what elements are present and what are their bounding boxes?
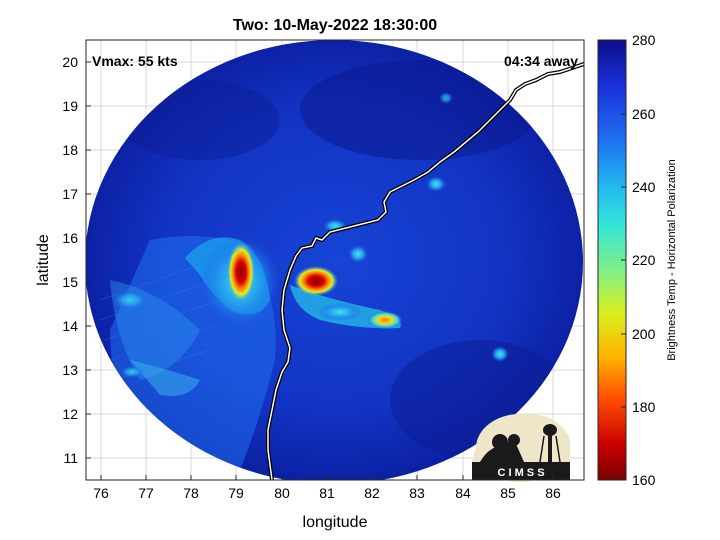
x-tick-label: 81 bbox=[319, 485, 335, 501]
x-tick-label: 78 bbox=[183, 485, 199, 501]
colorbar: 280 260 240 220 200 180 160 Brightness T… bbox=[597, 32, 678, 488]
x-tick-label: 76 bbox=[93, 485, 109, 501]
tick-marks bbox=[86, 61, 554, 480]
colorbar-tick-label: 200 bbox=[632, 326, 656, 342]
coastline bbox=[266, 62, 584, 480]
y-tick-label: 17 bbox=[62, 186, 78, 202]
x-tick-label: 82 bbox=[364, 485, 380, 501]
x-axis-label: longitude bbox=[303, 514, 368, 531]
time-away-label: 04:34 away bbox=[504, 53, 578, 69]
y-tick-label: 14 bbox=[62, 318, 78, 334]
brightness-temp-swath bbox=[86, 40, 583, 480]
axes-frame bbox=[85, 39, 585, 481]
cimss-logo: C I M S S bbox=[472, 413, 570, 482]
y-tick-label: 20 bbox=[62, 54, 78, 70]
y-tick-label: 15 bbox=[62, 274, 78, 290]
x-tick-labels: 76 77 78 79 80 81 82 83 84 85 86 bbox=[93, 485, 561, 501]
y-tick-label: 16 bbox=[62, 230, 78, 246]
cimss-logo-text: C I M S S bbox=[497, 467, 544, 479]
x-tick-label: 80 bbox=[274, 485, 290, 501]
y-axis-label: latitude bbox=[35, 234, 52, 286]
y-tick-label: 19 bbox=[62, 98, 78, 114]
x-tick-label: 83 bbox=[409, 485, 425, 501]
colorbar-tick-label: 280 bbox=[632, 32, 656, 48]
colorbar-tick-label: 240 bbox=[632, 179, 656, 195]
x-tick-label: 79 bbox=[228, 485, 244, 501]
x-tick-label: 84 bbox=[455, 485, 471, 501]
colorbar-tick-label: 260 bbox=[632, 106, 656, 122]
y-tick-label: 18 bbox=[62, 142, 78, 158]
vmax-label: Vmax: 55 kts bbox=[92, 53, 178, 69]
y-tick-labels: 20 19 18 17 16 15 14 13 12 11 bbox=[62, 54, 78, 466]
x-tick-label: 86 bbox=[545, 485, 561, 501]
x-tick-label: 85 bbox=[500, 485, 516, 501]
colorbar-tick-label: 180 bbox=[632, 399, 656, 415]
colorbar-tick-label: 160 bbox=[632, 472, 656, 488]
y-tick-label: 12 bbox=[62, 406, 78, 422]
y-tick-label: 11 bbox=[63, 450, 78, 466]
colorbar-label: Brightness Temp - Horizontal Polarizatio… bbox=[666, 159, 678, 361]
y-tick-label: 13 bbox=[62, 362, 78, 378]
x-tick-label: 77 bbox=[138, 485, 154, 501]
colorbar-tick-label: 220 bbox=[632, 252, 656, 268]
figure-title: Two: 10-May-2022 18:30:00 bbox=[233, 17, 437, 34]
